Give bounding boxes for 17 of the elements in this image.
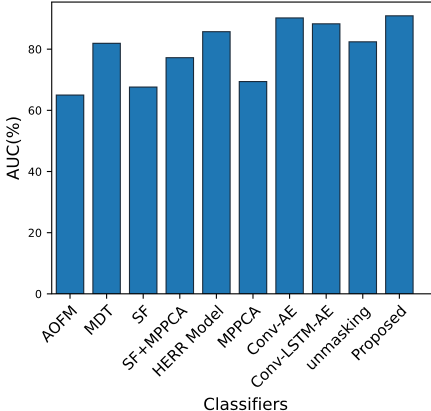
y-tick-label: 20: [28, 228, 42, 238]
y-tick-label: 80: [28, 45, 42, 54]
bar: [202, 31, 231, 294]
bar: [238, 81, 268, 294]
y-tick-label: 60: [28, 106, 42, 115]
x-axis-title: Classifiers: [204, 397, 288, 410]
y-axis-title: AUC(%): [6, 117, 22, 180]
bar: [166, 57, 194, 294]
y-tick-label: 0: [36, 290, 42, 298]
bar: [312, 23, 340, 294]
bar: [128, 86, 158, 294]
bar: [92, 42, 121, 294]
y-tick-label: 40: [28, 167, 42, 176]
bar: [385, 15, 414, 294]
bar: [275, 17, 304, 294]
bar: [348, 41, 378, 294]
bar: [56, 94, 84, 294]
